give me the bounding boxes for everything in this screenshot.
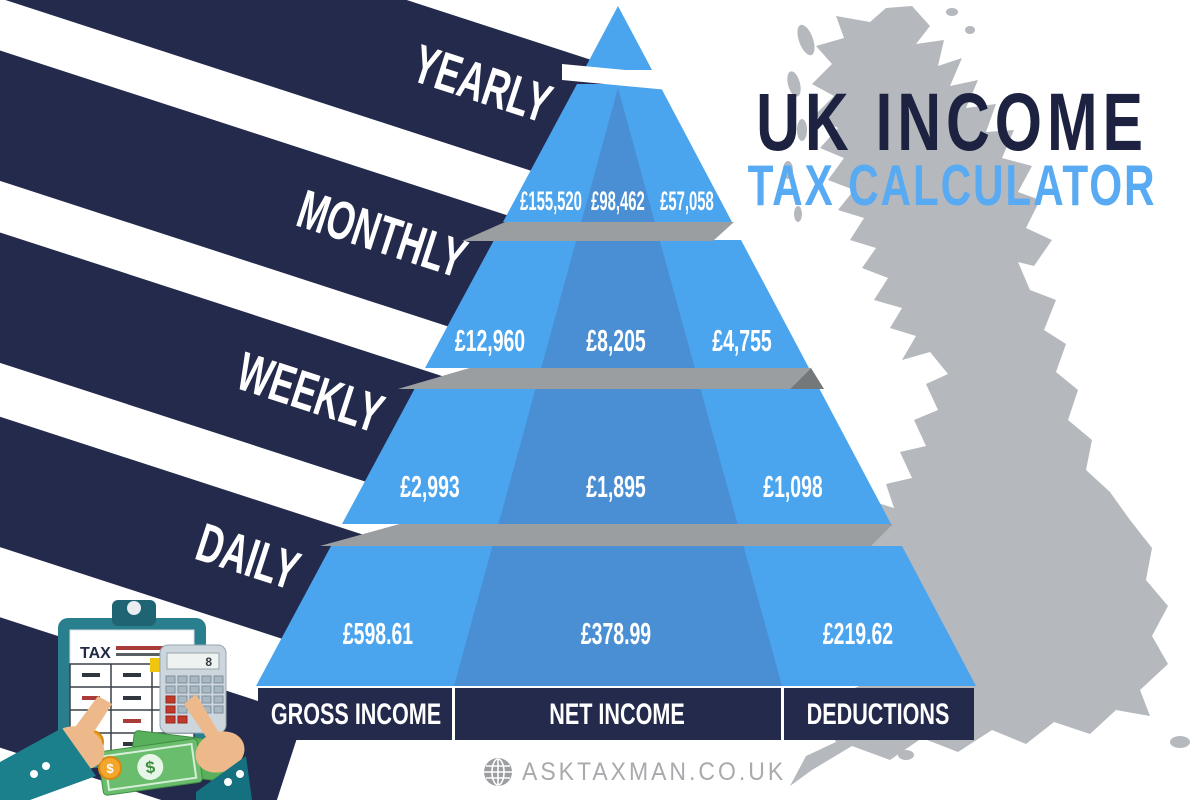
- pyramid: [256, 6, 976, 686]
- banknote-currency-symbol: $: [144, 757, 157, 777]
- website-footer: ASKTAXMAN.CO.UK: [484, 758, 786, 786]
- footer-divider-1: [452, 688, 455, 740]
- ribbon-yearly: YEARLY: [0, 0, 620, 187]
- ribbon-daily: DAILY: [0, 227, 368, 654]
- apex-gap: [562, 64, 668, 90]
- ribbon-monthly: MONTHLY: [0, 0, 535, 342]
- ribbon-bottom-extra: [0, 407, 305, 800]
- footer-bar: GROSS INCOME NET INCOME DEDUCTIONS: [258, 688, 974, 740]
- calculator: 8: [150, 644, 227, 734]
- period-ribbons: YEARLY MONTHLY WEEKLY DAILY: [0, 0, 620, 800]
- coin-symbol: $: [106, 761, 114, 776]
- page-title-line2: TAX CALCULATOR: [748, 153, 1157, 218]
- tax-illustration: TAX 8: [0, 600, 252, 800]
- value-yearly-gross: £155,520: [520, 185, 582, 216]
- value-yearly-deductions: £57,058: [660, 185, 714, 216]
- value-daily-gross: £598.61: [343, 618, 413, 651]
- banknotes: $: [97, 730, 231, 796]
- grey-separator-3: [320, 524, 893, 546]
- calculator-display-value: 8: [205, 655, 212, 669]
- pyramid-values: £155,520 £98,462 £57,058 £12,960 £8,205 …: [343, 185, 893, 651]
- grey-separator-2: [398, 368, 811, 389]
- value-monthly-deductions: £4,755: [712, 325, 771, 358]
- value-weekly-net: £1,895: [586, 471, 645, 504]
- value-daily-net: £378.99: [581, 618, 651, 651]
- page-title-line1: UK INCOME: [756, 77, 1148, 168]
- right-hand: [184, 694, 252, 800]
- grey-separator-1: [462, 222, 734, 241]
- value-monthly-net: £8,205: [586, 325, 645, 358]
- footer-column-deductions: DEDUCTIONS: [807, 697, 950, 731]
- footer-bar-background: [258, 688, 974, 740]
- value-weekly-gross: £2,993: [400, 471, 459, 504]
- pyramid-apex: [584, 6, 652, 70]
- value-weekly-deductions: £1,098: [763, 471, 822, 504]
- value-daily-deductions: £219.62: [823, 618, 893, 651]
- footer-column-net: NET INCOME: [549, 697, 685, 731]
- clipboard-tax-label: TAX: [80, 645, 111, 662]
- value-monthly-gross: £12,960: [455, 325, 525, 358]
- grey-separator-2-right-shadow: [790, 368, 824, 389]
- value-yearly-net: £98,462: [591, 185, 645, 216]
- left-hand: [0, 696, 112, 800]
- ribbon-weekly: WEEKLY: [0, 70, 452, 497]
- website-label: ASKTAXMAN.CO.UK: [522, 758, 786, 786]
- title-block: UK INCOME TAX CALCULATOR: [748, 77, 1157, 218]
- footer-column-gross: GROSS INCOME: [271, 697, 441, 731]
- globe-icon: [484, 758, 512, 786]
- footer-divider-2: [781, 688, 784, 740]
